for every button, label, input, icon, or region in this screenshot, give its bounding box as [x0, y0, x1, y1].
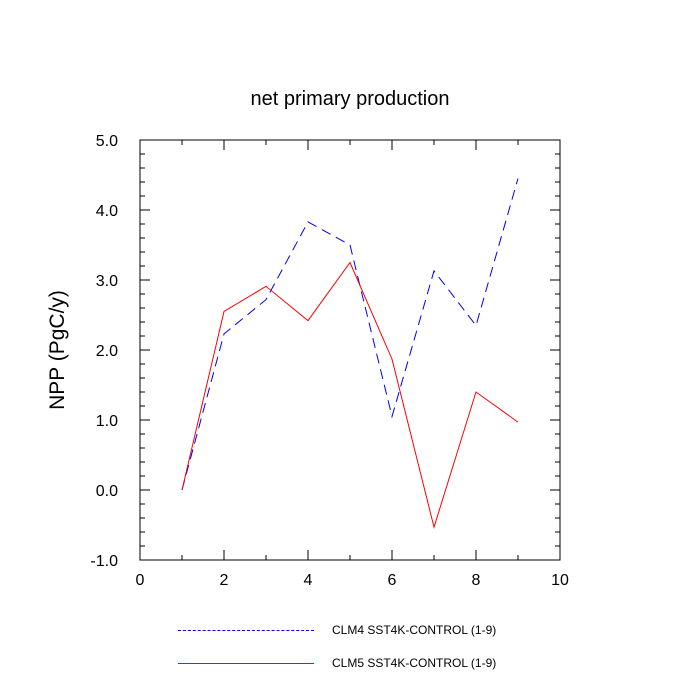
axis-ticks — [139, 139, 561, 561]
chart-title: net primary production — [250, 88, 450, 110]
series-lines — [181, 178, 519, 529]
plot-frame — [139, 139, 561, 561]
legend-item-clm4: CLM4 SST4K-CONTROL (1-9) — [178, 620, 496, 640]
legend-swatch-clm5 — [178, 662, 314, 664]
legend-label-clm4: CLM4 SST4K-CONTROL (1-9) — [332, 623, 497, 637]
legend-label-clm5: CLM5 SST4K-CONTROL (1-9) — [332, 656, 497, 670]
series-line-clm4 — [181, 178, 519, 491]
x-tick-label: 4 — [304, 572, 313, 589]
y-tick-label: 1.0 — [96, 413, 118, 430]
y-tick-label: 4.0 — [96, 203, 118, 220]
y-tick-label: 2.0 — [96, 343, 118, 360]
y-tick-label: 3.0 — [96, 273, 118, 290]
legend-item-clm5: CLM5 SST4K-CONTROL (1-9) — [178, 653, 496, 673]
x-tick-label: 6 — [388, 572, 397, 589]
x-tick-label: 8 — [472, 572, 481, 589]
series-line-clm5 — [181, 261, 519, 529]
y-axis-label: NPP (PgC/y) — [46, 290, 69, 410]
y-tick-label: 0.0 — [96, 483, 118, 500]
tick-labels: 0 2 4 6 8 10 -1.0 0.0 1.0 2.0 3.0 4.0 5.0 — [90, 133, 569, 589]
y-tick-label: 5.0 — [96, 133, 118, 150]
y-tick-label: -1.0 — [90, 553, 118, 570]
x-tick-label: 0 — [136, 572, 145, 589]
x-tick-label: 2 — [220, 572, 229, 589]
legend-swatch-clm4 — [178, 629, 314, 631]
x-tick-label: 10 — [551, 572, 569, 589]
